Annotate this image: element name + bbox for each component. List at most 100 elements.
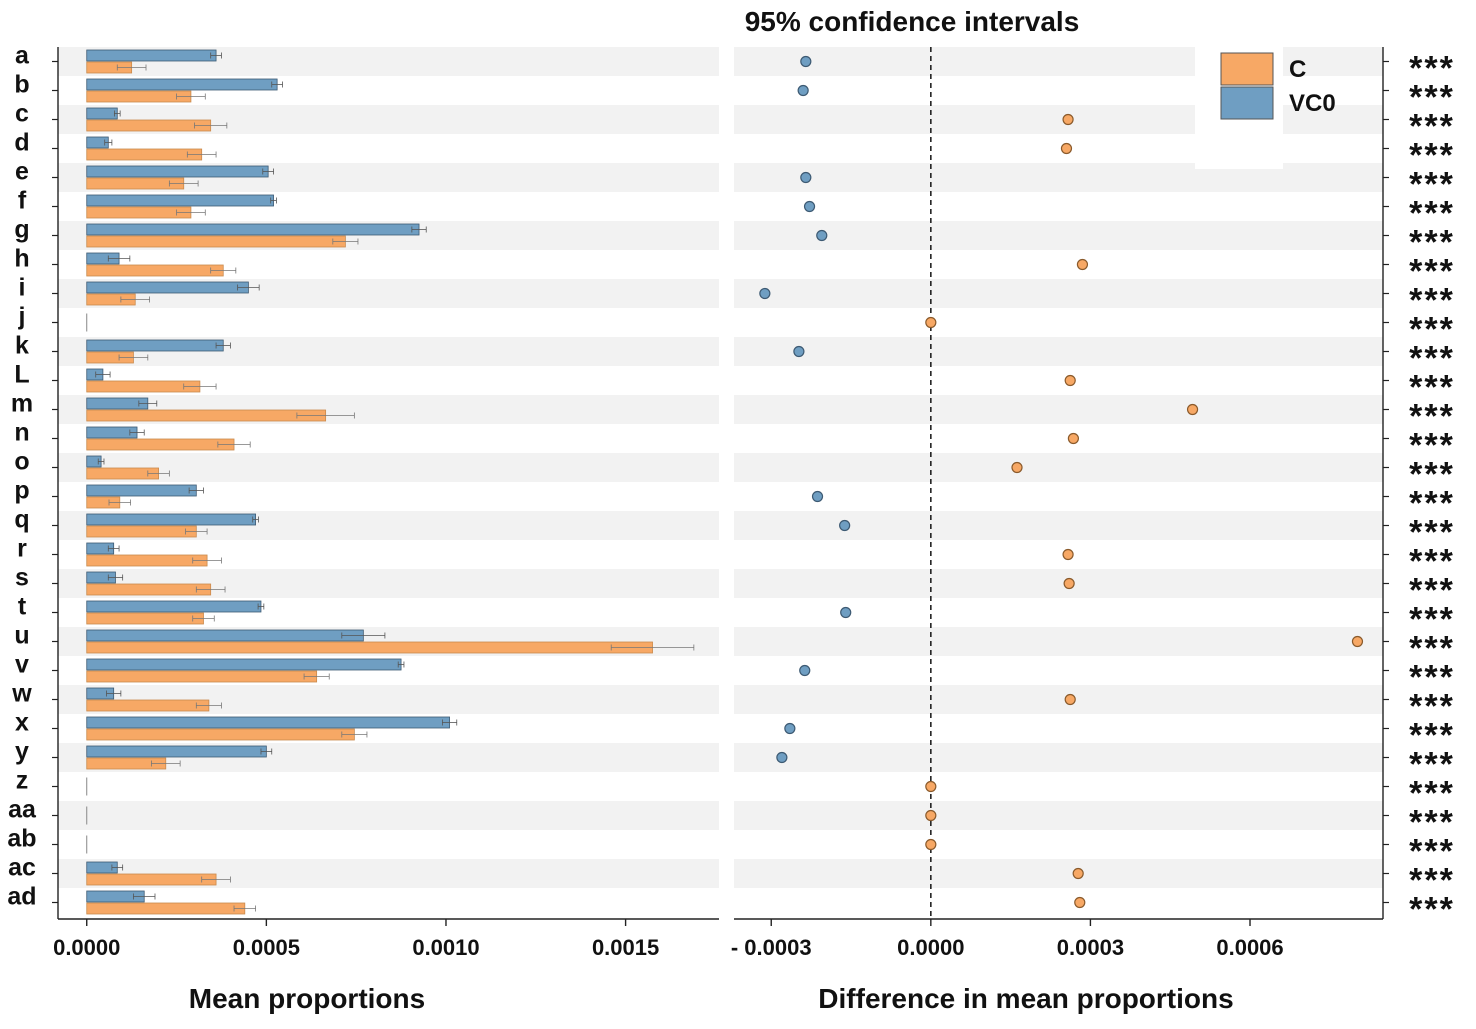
significance-y: ***	[1409, 746, 1455, 784]
legend-label-vc0: VC0	[1289, 90, 1336, 117]
diff-point-p	[811, 490, 824, 503]
row-stripe-right-ac	[734, 859, 1383, 888]
significance-e: ***	[1409, 166, 1455, 204]
category-label-f: f	[18, 187, 27, 215]
category-label-w: w	[11, 680, 32, 708]
bar-c-ad	[86, 902, 246, 915]
diff-point-k	[793, 345, 805, 358]
diff-point-i	[759, 287, 771, 300]
significance-aa: ***	[1409, 804, 1455, 842]
category-label-b: b	[14, 71, 29, 99]
category-label-i: i	[19, 274, 26, 302]
diff-point-x	[784, 722, 796, 735]
significance-v: ***	[1409, 659, 1455, 697]
significance-u: ***	[1409, 630, 1455, 668]
diff-point-r	[1062, 548, 1074, 561]
bar-c-x	[86, 728, 355, 741]
row-stripe-right-s	[734, 569, 1383, 598]
significance-L: ***	[1409, 369, 1455, 407]
bar-c-d	[86, 148, 203, 161]
category-label-L: L	[14, 361, 29, 389]
bar-c-n	[86, 438, 235, 451]
diff-point-n	[1067, 432, 1079, 445]
significance-ac: ***	[1409, 862, 1455, 900]
diff-point-b	[797, 84, 809, 97]
bar-c-m	[86, 409, 327, 422]
bar-c-t	[86, 612, 204, 625]
row-stripe-right-e	[734, 163, 1383, 192]
bar-vc0-p	[86, 484, 197, 497]
category-label-n: n	[14, 419, 29, 447]
significance-m: ***	[1409, 398, 1455, 436]
axes: 0.0000 0.0005 0.0010 0.0015 - 0.0003 0.0000 0.…	[7, 42, 1455, 961]
bar-vc0-x	[86, 716, 450, 729]
legend-swatch-c	[1220, 52, 1274, 86]
significance-x: ***	[1409, 717, 1455, 755]
diff-point-v	[799, 664, 811, 677]
bar-c-ac	[86, 873, 217, 886]
right-x-tick-label-2: 0.0003	[1057, 935, 1124, 960]
significance-k: ***	[1409, 340, 1455, 378]
bar-c-c	[86, 119, 212, 132]
diff-point-z	[925, 780, 937, 793]
legend-swatch-vc0	[1220, 86, 1274, 120]
row-stripe-left-aa	[58, 801, 719, 830]
diff-point-q	[839, 519, 851, 532]
row-stripe-right-aa	[734, 801, 1383, 830]
diff-point-e	[800, 171, 812, 184]
diff-point-ab	[925, 838, 937, 851]
category-label-e: e	[15, 158, 29, 186]
right-x-tick-label-1: 0.0000	[897, 935, 964, 960]
bar-vc0-i	[86, 281, 249, 294]
diff-point-o	[1011, 461, 1023, 474]
row-stripe-right-i	[734, 279, 1383, 308]
significance-t: ***	[1409, 601, 1455, 639]
significance-z: ***	[1409, 775, 1455, 813]
bar-c-w	[86, 699, 210, 712]
category-label-o: o	[14, 448, 29, 476]
bar-panel	[86, 49, 695, 915]
significance-g: ***	[1409, 224, 1455, 262]
chart-title: 95% confidence intervals	[745, 6, 1080, 37]
diff-point-aa	[925, 809, 937, 822]
category-label-r: r	[17, 535, 27, 563]
bar-vc0-u	[86, 629, 364, 642]
category-label-z: z	[16, 767, 29, 795]
bar-vc0-y	[86, 745, 267, 758]
category-label-d: d	[14, 129, 29, 157]
difference-panel	[759, 47, 1364, 917]
bar-c-q	[86, 525, 197, 538]
category-label-j: j	[18, 303, 26, 331]
significance-i: ***	[1409, 282, 1455, 320]
category-label-a: a	[15, 42, 30, 70]
row-stripe-right-g	[734, 221, 1383, 250]
significance-r: ***	[1409, 543, 1455, 581]
diff-point-L	[1064, 374, 1076, 387]
significance-n: ***	[1409, 427, 1455, 465]
bar-c-u	[86, 641, 653, 654]
diff-point-f	[803, 200, 816, 213]
bar-vc0-g	[86, 223, 420, 236]
row-stripe-right-c	[734, 105, 1383, 134]
row-stripe-right-o	[734, 453, 1383, 482]
left-x-tick-label-1: 0.0005	[233, 935, 300, 960]
right-x-tick-label-3: 0.0006	[1216, 935, 1283, 960]
category-label-v: v	[15, 651, 29, 679]
diff-point-s	[1063, 577, 1075, 590]
significance-p: ***	[1409, 485, 1455, 523]
left-x-tick-label-0: 0.0000	[53, 935, 120, 960]
bar-c-g	[86, 235, 346, 248]
category-label-q: q	[14, 506, 29, 534]
bar-c-h	[86, 264, 224, 277]
diff-point-g	[816, 229, 828, 242]
significance-d: ***	[1409, 137, 1455, 175]
diff-point-y	[776, 751, 788, 764]
legend: C VC0	[1195, 45, 1336, 169]
significance-s: ***	[1409, 572, 1455, 610]
bar-vc0-b	[86, 78, 278, 91]
row-stripe-right-a	[734, 47, 1383, 76]
left-x-tick-label-2: 0.0010	[412, 935, 479, 960]
bar-c-s	[86, 583, 212, 596]
diff-point-c	[1062, 113, 1074, 126]
